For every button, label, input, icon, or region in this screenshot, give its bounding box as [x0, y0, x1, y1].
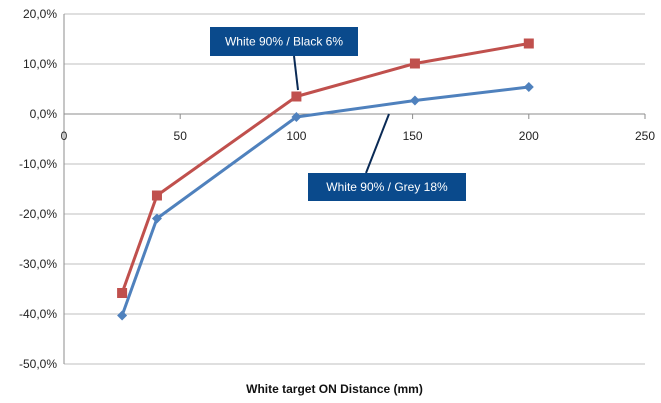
x-tick-label: 150 [403, 129, 423, 143]
callout-leader [293, 55, 299, 91]
y-tick-label: 0,0% [30, 107, 58, 121]
data-point-diamond [523, 82, 534, 92]
data-point-diamond [151, 213, 162, 224]
x-tick-label: 0 [61, 129, 68, 143]
series-line-2 [120, 85, 529, 317]
y-tick-label: 10,0% [23, 57, 57, 71]
data-point-square [409, 58, 420, 69]
x-tick-label: 100 [286, 129, 306, 143]
data-point-square [523, 38, 534, 49]
callout-leader [365, 113, 390, 174]
series-line-1 [120, 42, 530, 294]
y-tick-label: -40,0% [19, 307, 57, 321]
y-tick-label: -20,0% [19, 207, 57, 221]
y-axis-ticks: 20,0% 10,0% 0,0% -10,0% -20,0% -30,0% -40,0% -5… [19, 7, 57, 371]
data-point-square [291, 91, 302, 102]
y-tick-label: -10,0% [19, 157, 57, 171]
callout-box [210, 27, 358, 56]
x-axis-ticks: 0 50 100 150 200 250 [61, 114, 655, 143]
x-axis-label: White target ON Distance (mm) [246, 382, 423, 396]
callout-box [308, 173, 466, 201]
data-point-diamond [409, 95, 420, 106]
x-tick-label: 200 [519, 129, 539, 143]
x-tick-label: 50 [174, 129, 188, 143]
data-point-square [151, 190, 162, 201]
data-point-diamond [291, 112, 302, 122]
series-layer [117, 38, 534, 321]
callouts: White 90% / Black 6% White 90% / Grey 18% [210, 27, 466, 201]
callout-label: White 90% / Black 6% [225, 35, 343, 49]
y-tick-label: -30,0% [19, 257, 57, 271]
y-tick-label: -50,0% [19, 357, 57, 371]
data-point-square [117, 288, 128, 298]
callout-label: White 90% / Grey 18% [326, 180, 448, 194]
data-point-diamond [117, 310, 128, 321]
y-tick-label: 20,0% [23, 7, 57, 21]
x-tick-label: 250 [635, 129, 655, 143]
